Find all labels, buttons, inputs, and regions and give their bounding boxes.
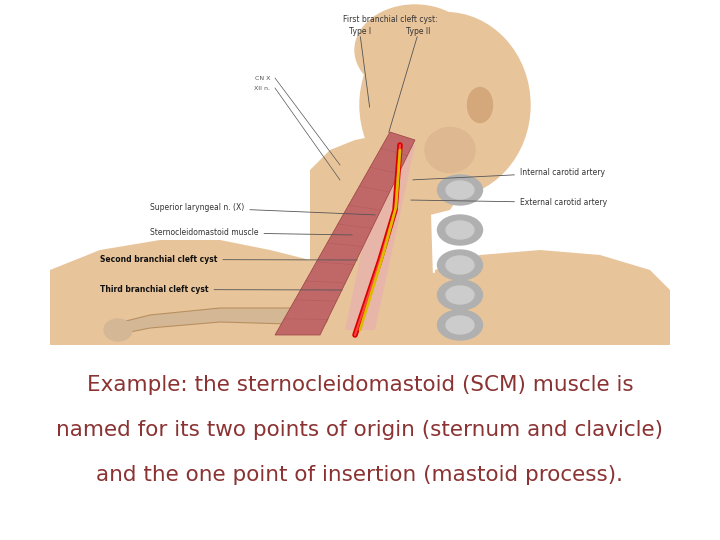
Polygon shape xyxy=(50,240,310,345)
Ellipse shape xyxy=(446,286,474,304)
Text: Type II: Type II xyxy=(406,28,430,37)
Text: and the one point of insertion (mastoid process).: and the one point of insertion (mastoid … xyxy=(96,465,624,485)
Text: Sternocleidomastoid muscle: Sternocleidomastoid muscle xyxy=(150,228,352,237)
Polygon shape xyxy=(275,132,415,335)
Ellipse shape xyxy=(467,87,492,123)
Ellipse shape xyxy=(425,127,475,172)
Ellipse shape xyxy=(446,181,474,199)
Ellipse shape xyxy=(360,12,530,198)
Ellipse shape xyxy=(438,250,482,280)
Text: named for its two points of origin (sternum and clavicle): named for its two points of origin (ster… xyxy=(56,420,664,440)
Text: Example: the sternocleidomastoid (SCM) muscle is: Example: the sternocleidomastoid (SCM) m… xyxy=(86,375,634,395)
Ellipse shape xyxy=(438,215,482,245)
Text: Second branchial cleft cyst: Second branchial cleft cyst xyxy=(100,255,357,264)
Text: Superior laryngeal n. (X): Superior laryngeal n. (X) xyxy=(150,203,375,215)
Ellipse shape xyxy=(104,319,132,341)
Polygon shape xyxy=(110,308,320,336)
Text: Internal carotid artery: Internal carotid artery xyxy=(413,168,605,180)
Polygon shape xyxy=(395,172,460,215)
Ellipse shape xyxy=(438,310,482,340)
Ellipse shape xyxy=(355,5,475,95)
Polygon shape xyxy=(310,135,435,345)
Text: Third branchial cleft cyst: Third branchial cleft cyst xyxy=(100,285,342,294)
Text: Type I: Type I xyxy=(349,28,371,37)
Polygon shape xyxy=(345,140,415,330)
Ellipse shape xyxy=(308,310,328,326)
Ellipse shape xyxy=(446,256,474,274)
Polygon shape xyxy=(435,250,670,345)
Text: CN X: CN X xyxy=(255,76,270,81)
Ellipse shape xyxy=(438,280,482,310)
Text: External carotid artery: External carotid artery xyxy=(411,198,607,207)
Ellipse shape xyxy=(438,175,482,205)
Polygon shape xyxy=(50,270,670,345)
Text: First branchial cleft cyst:: First branchial cleft cyst: xyxy=(343,16,437,24)
Text: XII n.: XII n. xyxy=(254,86,270,91)
Ellipse shape xyxy=(446,221,474,239)
Ellipse shape xyxy=(446,316,474,334)
